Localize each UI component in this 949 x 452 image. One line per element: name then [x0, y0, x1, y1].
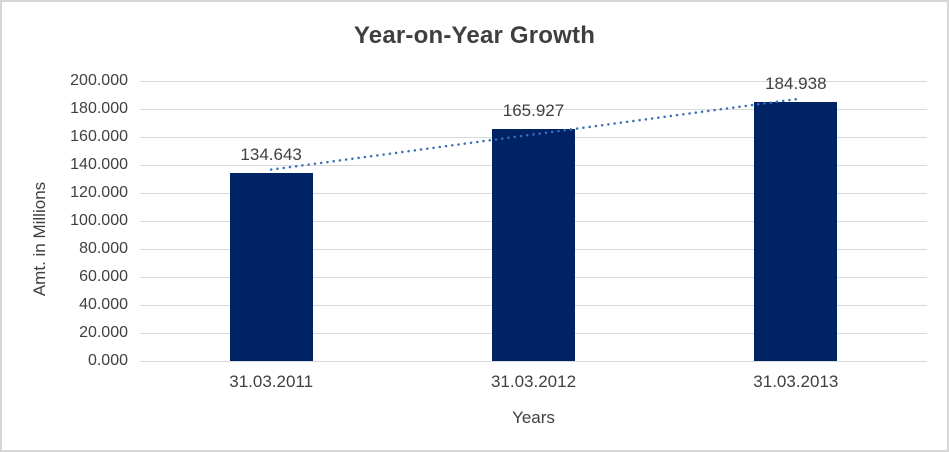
y-tick-label: 140.000	[70, 156, 128, 173]
y-tick-label: 40.000	[79, 296, 128, 313]
y-tick-label: 20.000	[79, 324, 128, 341]
x-axis-title: Years	[512, 408, 555, 427]
x-tick-label: 31.03.2012	[490, 372, 577, 391]
bar	[229, 172, 313, 361]
data-label: 165.927	[502, 100, 565, 120]
y-tick-label: 200.000	[70, 72, 128, 89]
y-tick-label: 0.000	[87, 352, 128, 369]
data-label: 184.938	[765, 74, 827, 94]
gridline	[140, 361, 927, 362]
plot-area: 134.643 165.927 184.938	[140, 74, 927, 362]
gridline	[140, 109, 927, 110]
y-tick-label: 120.000	[70, 184, 128, 201]
x-tick-label: 31.03.2013	[753, 372, 839, 391]
y-tick-label: 60.000	[79, 268, 128, 285]
x-tick-label: 31.03.2011	[229, 372, 314, 391]
bar	[492, 128, 575, 361]
trendline	[269, 97, 798, 171]
y-tick-label: 180.000	[70, 100, 128, 117]
y-tick-label: 100.000	[70, 212, 128, 229]
chart-title: Year-on-Year Growth	[353, 22, 596, 49]
y-tick-label: 80.000	[79, 240, 128, 257]
gridline	[140, 81, 927, 82]
data-label: 134.643	[240, 144, 302, 164]
y-tick-label: 160.000	[70, 128, 128, 145]
bar	[754, 102, 838, 361]
